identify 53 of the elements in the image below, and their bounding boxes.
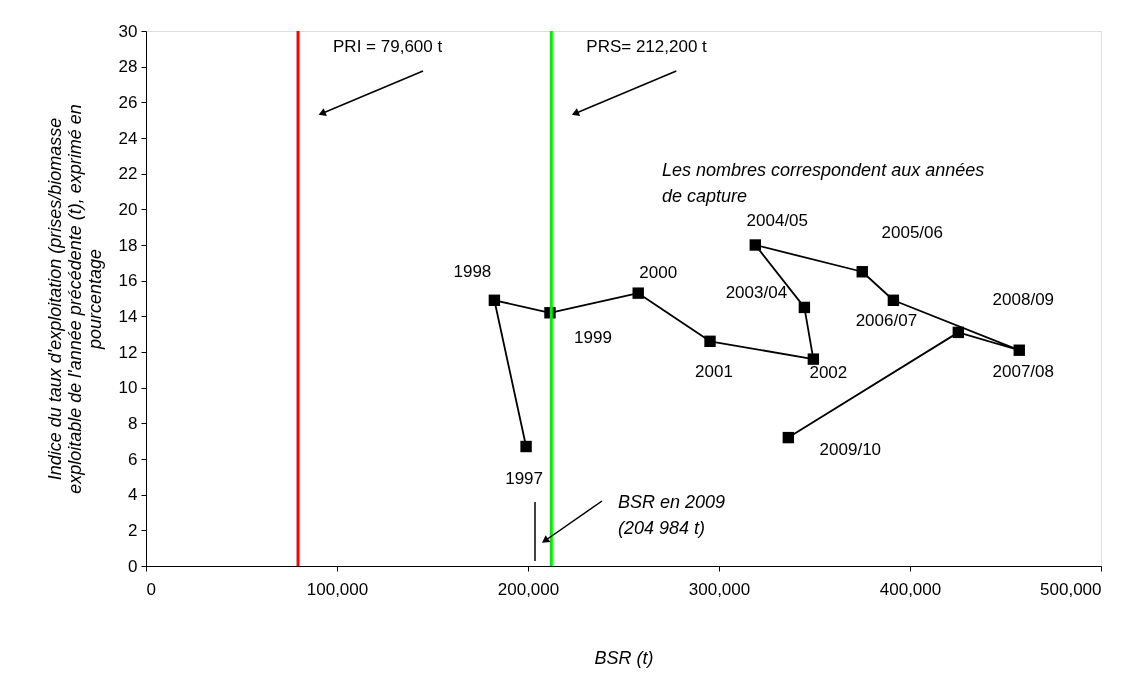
point xyxy=(798,301,811,314)
annotation: BSR en 2009 (204 984 t) xyxy=(618,492,726,538)
point xyxy=(887,294,900,306)
annotation: 2001 xyxy=(695,362,733,382)
point xyxy=(488,294,501,306)
x-axis-title: BSR (t) xyxy=(594,647,654,668)
y-tick-label: 16 xyxy=(118,271,138,291)
point xyxy=(632,287,644,299)
y-tick-label: 4 xyxy=(128,485,138,505)
x-tick-label: 200,000 xyxy=(497,579,560,599)
annotation: 2000 xyxy=(639,263,678,283)
y-tick-label: 2 xyxy=(128,520,138,540)
y-tick-label: 6 xyxy=(128,449,138,469)
y-tick-label: 18 xyxy=(118,235,138,255)
point xyxy=(952,326,965,339)
y-tick-label: 8 xyxy=(128,413,138,433)
ref-line-label: PRI = 79,600 t xyxy=(333,37,443,56)
y-tick-label: 10 xyxy=(118,378,138,398)
annotation: 1998 xyxy=(453,262,492,282)
annotation: Les nombres correspondent aux années de capture xyxy=(662,160,985,206)
annotation: 2005/06 xyxy=(881,222,943,242)
point xyxy=(704,335,716,347)
y-tick-label: 14 xyxy=(118,306,138,326)
point xyxy=(782,431,795,444)
annotation: 2004/05 xyxy=(746,211,809,230)
point xyxy=(807,353,820,365)
y-tick-label: 30 xyxy=(118,21,138,41)
point xyxy=(749,239,761,251)
x-tick-label: 400,000 xyxy=(879,579,942,599)
annotation: 2002 xyxy=(809,363,848,383)
y-tick-label: 20 xyxy=(118,199,138,219)
y-tick-label: 22 xyxy=(118,164,138,184)
annotation: 2007/08 xyxy=(992,362,1054,382)
x-tick-label: 100,000 xyxy=(306,579,369,599)
annotation: 1997 xyxy=(505,468,543,488)
y-tick-label: 0 xyxy=(128,556,138,576)
annotation: 2009/10 xyxy=(819,439,882,459)
annotation: 2006/07 xyxy=(855,311,918,331)
y-tick-label: 28 xyxy=(118,57,138,77)
point xyxy=(520,440,532,453)
annotation: 1999 xyxy=(574,327,612,347)
ref-line-label: PRS= 212,200 t xyxy=(586,37,708,56)
y-tick-label: 12 xyxy=(118,342,138,362)
point xyxy=(1013,344,1025,356)
y-tick-label: 24 xyxy=(118,128,138,148)
x-tick-label: 0 xyxy=(146,579,156,599)
y-tick-label: 26 xyxy=(118,92,138,112)
x-tick-label: 500,000 xyxy=(1040,579,1102,599)
point xyxy=(856,266,868,278)
x-tick-label: 300,000 xyxy=(688,579,751,599)
y-axis-title: Indice du taux d'exploitation (prises/biomasse exploitable de l'année précédente (t), exprimé en pourcentage xyxy=(44,104,105,494)
annotation: 2003/04 xyxy=(725,283,788,303)
annotation: 2008/09 xyxy=(992,290,1055,310)
